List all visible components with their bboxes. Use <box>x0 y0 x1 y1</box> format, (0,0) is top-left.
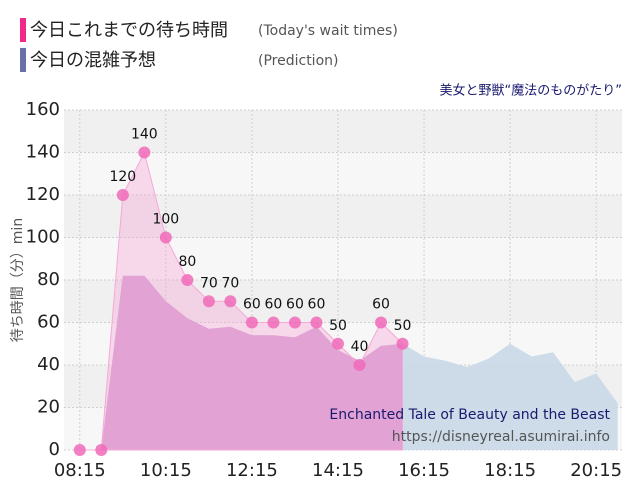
data-label: 60 <box>372 297 390 313</box>
data-label: 60 <box>243 297 261 313</box>
data-label: 50 <box>394 318 412 334</box>
today-point <box>331 337 344 350</box>
data-label: 140 <box>131 127 158 143</box>
x-tick-label: 20:15 <box>570 460 622 481</box>
y-tick-label: 80 <box>37 269 60 290</box>
today-point <box>396 337 409 350</box>
data-label: 60 <box>265 297 283 313</box>
today-point <box>95 444 108 456</box>
today-point <box>73 444 86 456</box>
today-point <box>267 316 280 329</box>
x-tick-label: 12:15 <box>226 460 278 481</box>
y-tick-label: 60 <box>37 312 60 333</box>
legend-label-en: (Prediction) <box>258 53 338 69</box>
y-tick-label: 140 <box>26 142 60 163</box>
data-label: 60 <box>286 297 304 313</box>
data-label: 70 <box>221 275 239 291</box>
x-tick-label: 10:15 <box>140 460 192 481</box>
data-label: 40 <box>351 339 369 355</box>
today-point <box>310 316 323 329</box>
today-point <box>288 316 301 329</box>
y-tick-label: 160 <box>26 99 60 120</box>
y-tick-label: 120 <box>26 184 60 205</box>
x-tick-label: 16:15 <box>398 460 450 481</box>
prediction-area-past <box>79 275 403 450</box>
data-label: 60 <box>308 297 326 313</box>
x-tick-label: 08:15 <box>54 460 106 481</box>
today-point <box>159 231 172 244</box>
y-tick-label: 20 <box>37 397 60 418</box>
plot-band <box>64 110 622 153</box>
legend-label-en: (Today's wait times) <box>258 23 398 39</box>
plot-band <box>64 237 622 280</box>
today-point <box>375 316 388 329</box>
plot-band <box>64 152 622 195</box>
chart-title: 美女と野獣“魔法のものがたり” <box>440 83 622 99</box>
data-label: 100 <box>152 212 179 228</box>
x-tick-label: 18:15 <box>484 460 536 481</box>
annotation: Enchanted Tale of Beauty and the Beast <box>329 407 610 423</box>
data-label: 50 <box>329 318 347 334</box>
data-label: 80 <box>178 254 196 270</box>
today-point <box>224 295 237 308</box>
legend-swatch <box>20 18 26 42</box>
source: https://disneyreal.asumirai.info <box>392 429 610 445</box>
y-tick-label: 100 <box>26 227 60 248</box>
today-point <box>181 274 194 286</box>
data-label: 70 <box>200 275 218 291</box>
y-tick-label: 40 <box>37 354 60 375</box>
today-point <box>353 359 366 371</box>
today-point <box>202 295 215 308</box>
data-label: 120 <box>109 169 136 185</box>
legend-swatch <box>20 48 26 72</box>
y-tick-label: 0 <box>49 439 60 460</box>
today-point <box>245 316 258 329</box>
y-axis-label: 待ち時間（分）min <box>10 218 26 342</box>
legend-label: 今日の混雑予想 <box>30 50 156 71</box>
today-point <box>116 189 129 201</box>
legend-label: 今日これまでの待ち時間 <box>30 20 228 41</box>
x-tick-label: 14:15 <box>312 460 364 481</box>
today-point <box>138 146 151 159</box>
